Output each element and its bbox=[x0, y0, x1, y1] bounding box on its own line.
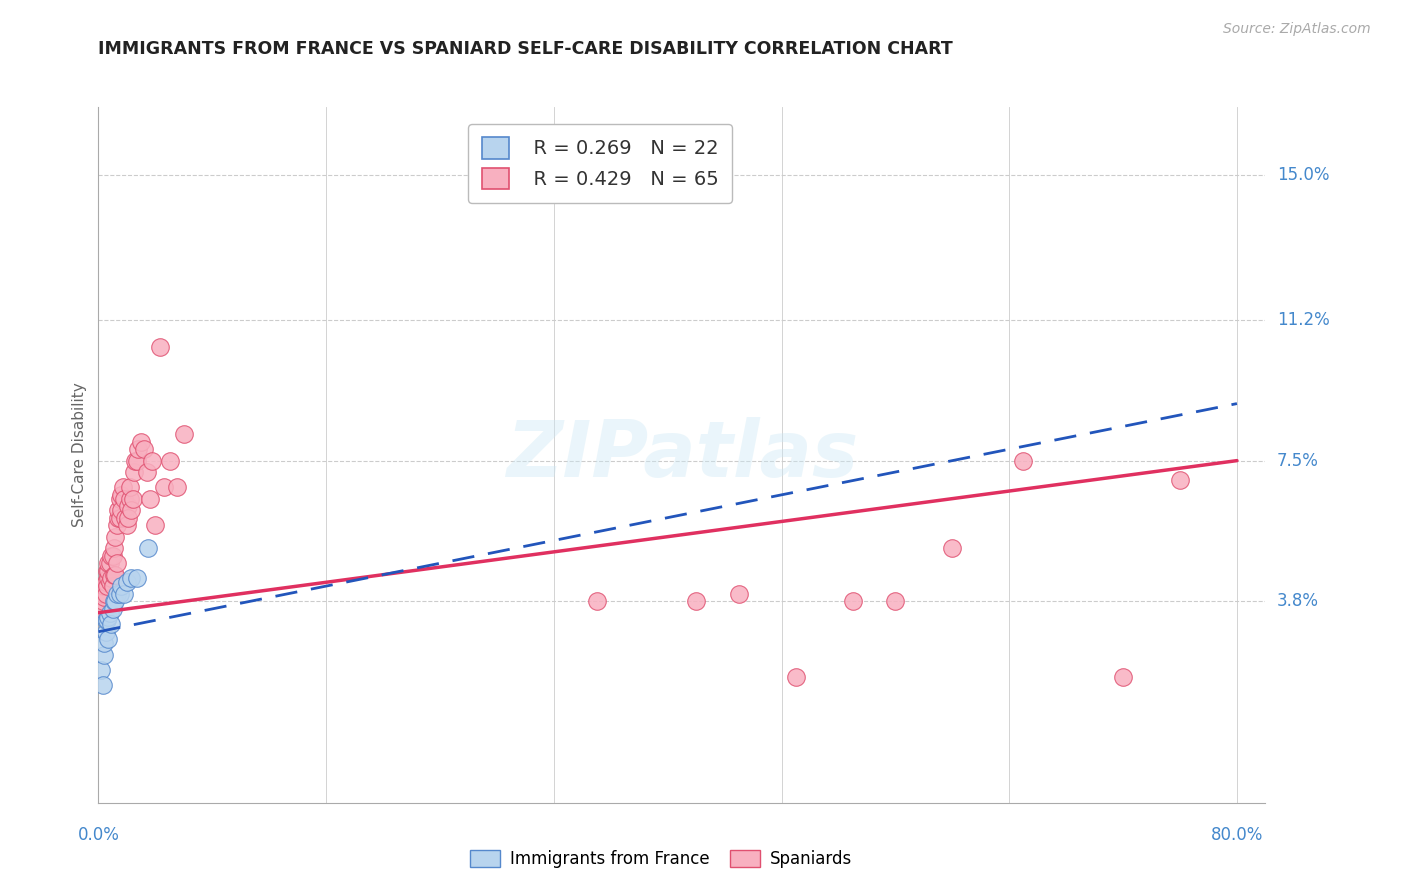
Point bbox=[93, 591, 115, 605]
Text: 7.5%: 7.5% bbox=[1277, 451, 1319, 469]
Point bbox=[115, 518, 138, 533]
Point bbox=[97, 609, 120, 624]
Point bbox=[93, 579, 115, 593]
Point bbox=[101, 602, 124, 616]
Point bbox=[118, 480, 141, 494]
Y-axis label: Self-Care Disability: Self-Care Disability bbox=[72, 383, 87, 527]
Point bbox=[111, 480, 134, 494]
Point bbox=[149, 340, 172, 354]
Point bbox=[117, 500, 139, 514]
Point bbox=[110, 503, 132, 517]
Point bbox=[121, 491, 143, 506]
Point bbox=[841, 594, 863, 608]
Point bbox=[135, 465, 157, 479]
Point bbox=[173, 427, 195, 442]
Point bbox=[117, 510, 139, 524]
Point bbox=[159, 453, 181, 467]
Text: 80.0%: 80.0% bbox=[1211, 826, 1263, 844]
Point bbox=[129, 434, 152, 449]
Point bbox=[124, 453, 146, 467]
Point bbox=[93, 648, 115, 662]
Point bbox=[785, 670, 807, 684]
Point bbox=[104, 530, 127, 544]
Point bbox=[110, 488, 132, 502]
Point bbox=[884, 594, 907, 608]
Point bbox=[727, 587, 749, 601]
Point bbox=[96, 579, 118, 593]
Point bbox=[1012, 453, 1035, 467]
Point bbox=[120, 503, 142, 517]
Text: IMMIGRANTS FROM FRANCE VS SPANIARD SELF-CARE DISABILITY CORRELATION CHART: IMMIGRANTS FROM FRANCE VS SPANIARD SELF-… bbox=[98, 40, 953, 58]
Point bbox=[94, 575, 117, 590]
Point bbox=[101, 579, 124, 593]
Point bbox=[108, 491, 131, 506]
Point bbox=[107, 510, 129, 524]
Legend: Immigrants from France, Spaniards: Immigrants from France, Spaniards bbox=[463, 843, 859, 875]
Point bbox=[125, 572, 148, 586]
Point bbox=[97, 556, 120, 570]
Point bbox=[112, 491, 135, 506]
Point bbox=[100, 572, 122, 586]
Point bbox=[141, 453, 163, 467]
Point bbox=[153, 480, 176, 494]
Point bbox=[118, 491, 141, 506]
Text: Source: ZipAtlas.com: Source: ZipAtlas.com bbox=[1223, 22, 1371, 37]
Point bbox=[127, 442, 149, 457]
Point bbox=[96, 564, 118, 578]
Point bbox=[143, 518, 166, 533]
Point bbox=[103, 541, 125, 555]
Point bbox=[114, 510, 136, 524]
Legend:   R = 0.269   N = 22,   R = 0.429   N = 65: R = 0.269 N = 22, R = 0.429 N = 65 bbox=[468, 124, 733, 203]
Point bbox=[107, 503, 129, 517]
Point bbox=[115, 575, 138, 590]
Point bbox=[93, 636, 115, 650]
Point bbox=[97, 564, 120, 578]
Point bbox=[91, 594, 114, 608]
Text: 3.8%: 3.8% bbox=[1277, 592, 1319, 610]
Point bbox=[166, 480, 188, 494]
Point bbox=[104, 594, 127, 608]
Point bbox=[125, 453, 148, 467]
Point bbox=[1112, 670, 1135, 684]
Text: 15.0%: 15.0% bbox=[1277, 167, 1329, 185]
Point bbox=[112, 587, 135, 601]
Text: 11.2%: 11.2% bbox=[1277, 311, 1330, 329]
Point bbox=[108, 510, 131, 524]
Point bbox=[96, 613, 118, 627]
Point bbox=[91, 587, 114, 601]
Point bbox=[132, 442, 155, 457]
Point bbox=[90, 602, 112, 616]
Point bbox=[104, 567, 127, 582]
Text: ZIPatlas: ZIPatlas bbox=[506, 417, 858, 493]
Point bbox=[105, 518, 128, 533]
Point bbox=[108, 587, 131, 601]
Point bbox=[100, 617, 122, 632]
Point bbox=[105, 556, 128, 570]
Point bbox=[100, 549, 122, 563]
Point bbox=[98, 575, 121, 590]
Point bbox=[94, 613, 117, 627]
Point bbox=[91, 678, 114, 692]
Point bbox=[101, 549, 124, 563]
Point bbox=[94, 587, 117, 601]
Point bbox=[138, 491, 160, 506]
Point bbox=[136, 541, 159, 555]
Point bbox=[98, 606, 121, 620]
Point bbox=[98, 556, 121, 570]
Point bbox=[103, 594, 125, 608]
Point bbox=[120, 572, 142, 586]
Point bbox=[94, 624, 117, 639]
Point bbox=[585, 594, 607, 608]
Point bbox=[97, 572, 120, 586]
Text: 0.0%: 0.0% bbox=[77, 826, 120, 844]
Point bbox=[110, 579, 132, 593]
Point bbox=[105, 587, 128, 601]
Point bbox=[122, 465, 145, 479]
Point bbox=[103, 567, 125, 582]
Point bbox=[1168, 473, 1191, 487]
Point bbox=[97, 632, 120, 647]
Point bbox=[941, 541, 963, 555]
Point bbox=[90, 663, 112, 677]
Point bbox=[685, 594, 707, 608]
